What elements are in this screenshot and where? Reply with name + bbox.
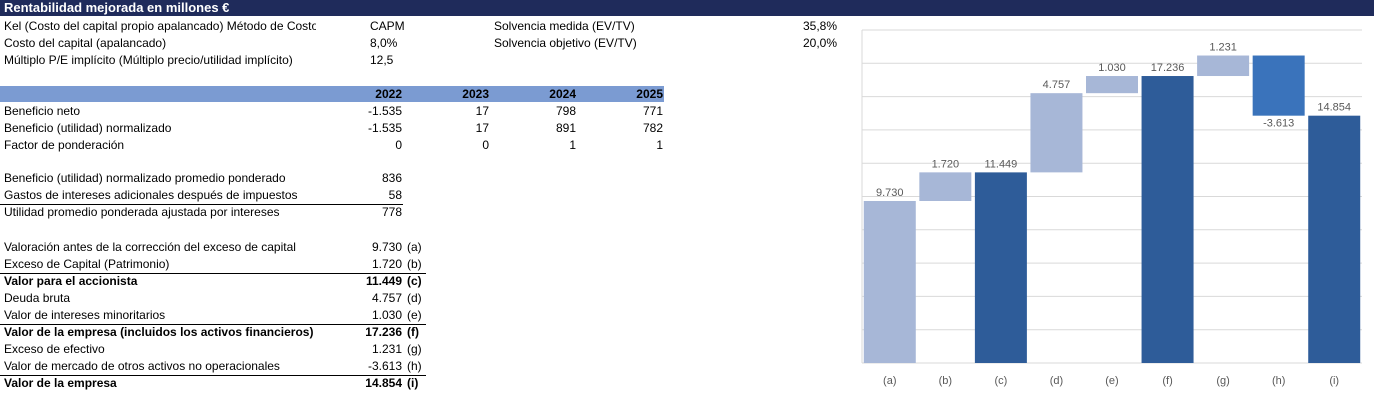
data-label: 11.449 [984, 158, 1017, 170]
data-label: 4.757 [1043, 79, 1071, 91]
bar [1030, 93, 1083, 173]
x-tick-label: (f) [1162, 375, 1172, 387]
row-ref: (h) [407, 359, 422, 373]
title: Rentabilidad mejorada en millones € [4, 0, 230, 15]
row-value: 891 [555, 121, 576, 135]
x-tick-label: (c) [994, 375, 1007, 387]
x-tick-label: (h) [1272, 375, 1285, 387]
row-value: 1.231 [371, 342, 402, 356]
row-label: Beneficio (utilidad) normalizado [4, 121, 172, 135]
row-value: 14.854 [365, 376, 402, 390]
row-value: 17 [475, 104, 489, 118]
row-label: Factor de ponderación [4, 138, 125, 152]
row-value: 1 [569, 138, 576, 152]
param-label: Solvencia objetivo (EV/TV) [494, 36, 637, 50]
x-tick-label: (i) [1329, 375, 1339, 387]
row-value: 782 [642, 121, 663, 135]
param-label: Solvencia medida (EV/TV) [494, 19, 635, 33]
bar [1197, 55, 1250, 77]
row-ref: (b) [407, 257, 422, 271]
bar [1252, 55, 1305, 116]
row-value: 4.757 [371, 291, 402, 305]
param-value: 8,0% [370, 36, 398, 50]
row-value: 1.720 [371, 257, 402, 271]
bar [1141, 76, 1194, 363]
row-label: Valor de mercado de otros activos no ope… [4, 359, 280, 373]
row-value: 17.236 [365, 325, 402, 339]
data-label: 1.720 [932, 158, 960, 170]
row-label: Exceso de Capital (Patrimonio) [4, 257, 170, 271]
param-label: Kel (Costo del capital propio apalancado… [4, 19, 316, 33]
row-label: Valoración antes de la corrección del ex… [4, 240, 296, 254]
data-label: 17.236 [1151, 62, 1185, 74]
row-value: 9.730 [371, 240, 402, 254]
row-ref: (d) [407, 291, 422, 305]
row-label: Beneficio neto [4, 104, 81, 118]
year-header: 2025 [636, 87, 663, 101]
row-label: Beneficio (utilidad) normalizado promedi… [4, 171, 286, 185]
row-ref: (f) [407, 325, 419, 339]
row-value: 0 [482, 138, 489, 152]
year-header: 2024 [549, 87, 576, 101]
title-bar [0, 0, 1374, 16]
param-label: Costo del capital (apalancado) [4, 36, 167, 50]
row-value: 11.449 [365, 274, 402, 288]
row-value: 1.030 [371, 308, 402, 322]
row-value: 798 [555, 104, 576, 118]
param-value: 35,8% [802, 19, 837, 33]
row-label: Valor de la empresa (incluidos los activ… [4, 325, 314, 339]
row-label: Valor para el accionista [4, 274, 138, 288]
underline [0, 273, 426, 274]
x-tick-label: (a) [883, 375, 896, 387]
row-ref: (i) [407, 376, 419, 390]
underline [0, 324, 426, 325]
row-label: Exceso de efectivo [4, 342, 105, 356]
row-ref: (c) [407, 274, 422, 288]
year-header: 2023 [462, 87, 489, 101]
row-label: Deuda bruta [4, 291, 71, 305]
row-label: Valor de la empresa [4, 376, 117, 390]
data-label: 14.854 [1317, 102, 1351, 114]
row-value: 1 [656, 138, 663, 152]
row-value: 0 [395, 138, 402, 152]
x-tick-label: (e) [1105, 375, 1118, 387]
row-ref: (e) [407, 308, 422, 322]
bar [919, 172, 972, 201]
x-tick-label: (g) [1216, 375, 1229, 387]
row-value: 17 [475, 121, 489, 135]
row-value: 58 [388, 188, 402, 202]
bar [863, 200, 916, 363]
x-tick-label: (b) [939, 375, 952, 387]
row-value: 778 [381, 205, 402, 219]
row-value: -1.535 [367, 104, 402, 118]
data-label: 1.231 [1209, 42, 1237, 54]
row-ref: (a) [407, 240, 422, 254]
param-value: CAPM [370, 19, 405, 33]
bar [1308, 115, 1361, 363]
row-label: Utilidad promedio ponderada ajustada por… [4, 205, 280, 219]
param-value: 12,5 [370, 53, 394, 67]
underline [0, 204, 403, 205]
param-value: 20,0% [802, 36, 837, 50]
row-label: Gastos de intereses adicionales después … [4, 188, 298, 202]
row-label: Valor de intereses minoritarios [4, 308, 166, 322]
bar [974, 172, 1027, 363]
data-label: -3.613 [1263, 118, 1294, 130]
data-label: 1.030 [1098, 62, 1126, 74]
row-value: -3.613 [367, 359, 402, 373]
year-header: 2022 [375, 87, 402, 101]
year-band [0, 86, 664, 102]
row-value: 771 [642, 104, 663, 118]
row-value: 836 [381, 171, 402, 185]
x-tick-label: (d) [1050, 375, 1063, 387]
underline [0, 375, 426, 376]
bar [1086, 76, 1138, 94]
data-label: 9.730 [876, 187, 904, 199]
param-label: Múltiplo P/E implícito (Múltiplo precio/… [4, 53, 293, 67]
row-ref: (g) [407, 342, 422, 356]
row-value: -1.535 [367, 121, 402, 135]
